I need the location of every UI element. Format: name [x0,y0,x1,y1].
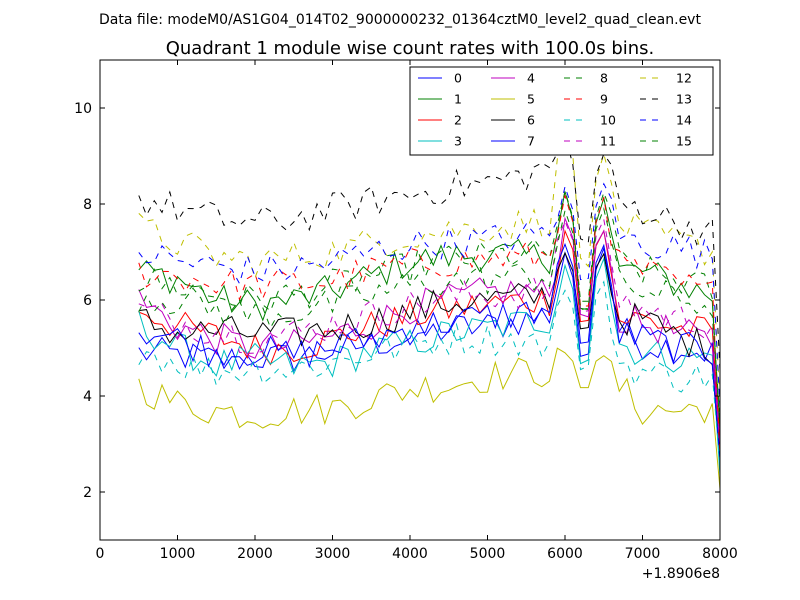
legend-label-1: 1 [454,92,462,107]
legend-label-2: 2 [454,113,462,128]
series-line-9 [138,195,720,461]
legend-label-10: 10 [600,113,616,128]
legend-label-0: 0 [454,71,462,86]
legend-box [409,66,714,156]
x-tick-label: 6000 [547,546,583,562]
chart-title: Quadrant 1 module wise count rates with … [166,38,655,59]
y-tick-label: 2 [83,485,92,501]
x-tick-label: 0 [96,546,105,562]
x-tick-label: 1000 [160,546,196,562]
legend-label-11: 11 [600,134,616,149]
x-tick-label: 3000 [315,546,351,562]
series-line-14 [138,182,720,410]
series-line-10 [138,280,720,466]
y-tick-label: 6 [83,293,92,309]
legend-label-5: 5 [527,92,535,107]
series-line-13 [138,133,720,371]
series-line-2 [138,229,720,443]
legend-label-13: 13 [676,92,692,107]
series-line-11 [138,217,720,446]
x-offset-label: +1.8906e8 [642,566,720,582]
data-file-suptitle: Data file: modeM0/AS1G04_014T02_90000002… [99,12,701,28]
series-line-7 [138,242,720,461]
x-tick-label: 8000 [702,546,738,562]
x-tick-label: 7000 [625,546,661,562]
series-line-8 [138,189,720,430]
series-line-0 [138,246,720,436]
legend-label-12: 12 [676,71,692,86]
legend-label-8: 8 [600,71,608,86]
legend-label-7: 7 [527,134,535,149]
series-line-15 [138,207,720,418]
series-line-1 [138,191,720,438]
x-tick-label: 4000 [392,546,428,562]
legend-label-14: 14 [676,113,692,128]
legend-label-15: 15 [676,134,692,149]
y-tick-label: 4 [83,389,92,405]
series-layer [138,126,720,489]
x-tick-label: 2000 [237,546,273,562]
series-line-6 [138,251,720,458]
series-line-3 [138,256,720,477]
series-line-12 [138,126,720,404]
legend-label-3: 3 [454,134,462,149]
x-tick-label: 5000 [470,546,506,562]
y-tick-label: 8 [83,197,92,213]
legend-label-4: 4 [527,71,535,86]
legend-label-6: 6 [527,113,535,128]
series-line-5 [138,347,720,489]
y-tick-label: 10 [74,101,92,117]
legend-label-9: 9 [600,92,608,107]
